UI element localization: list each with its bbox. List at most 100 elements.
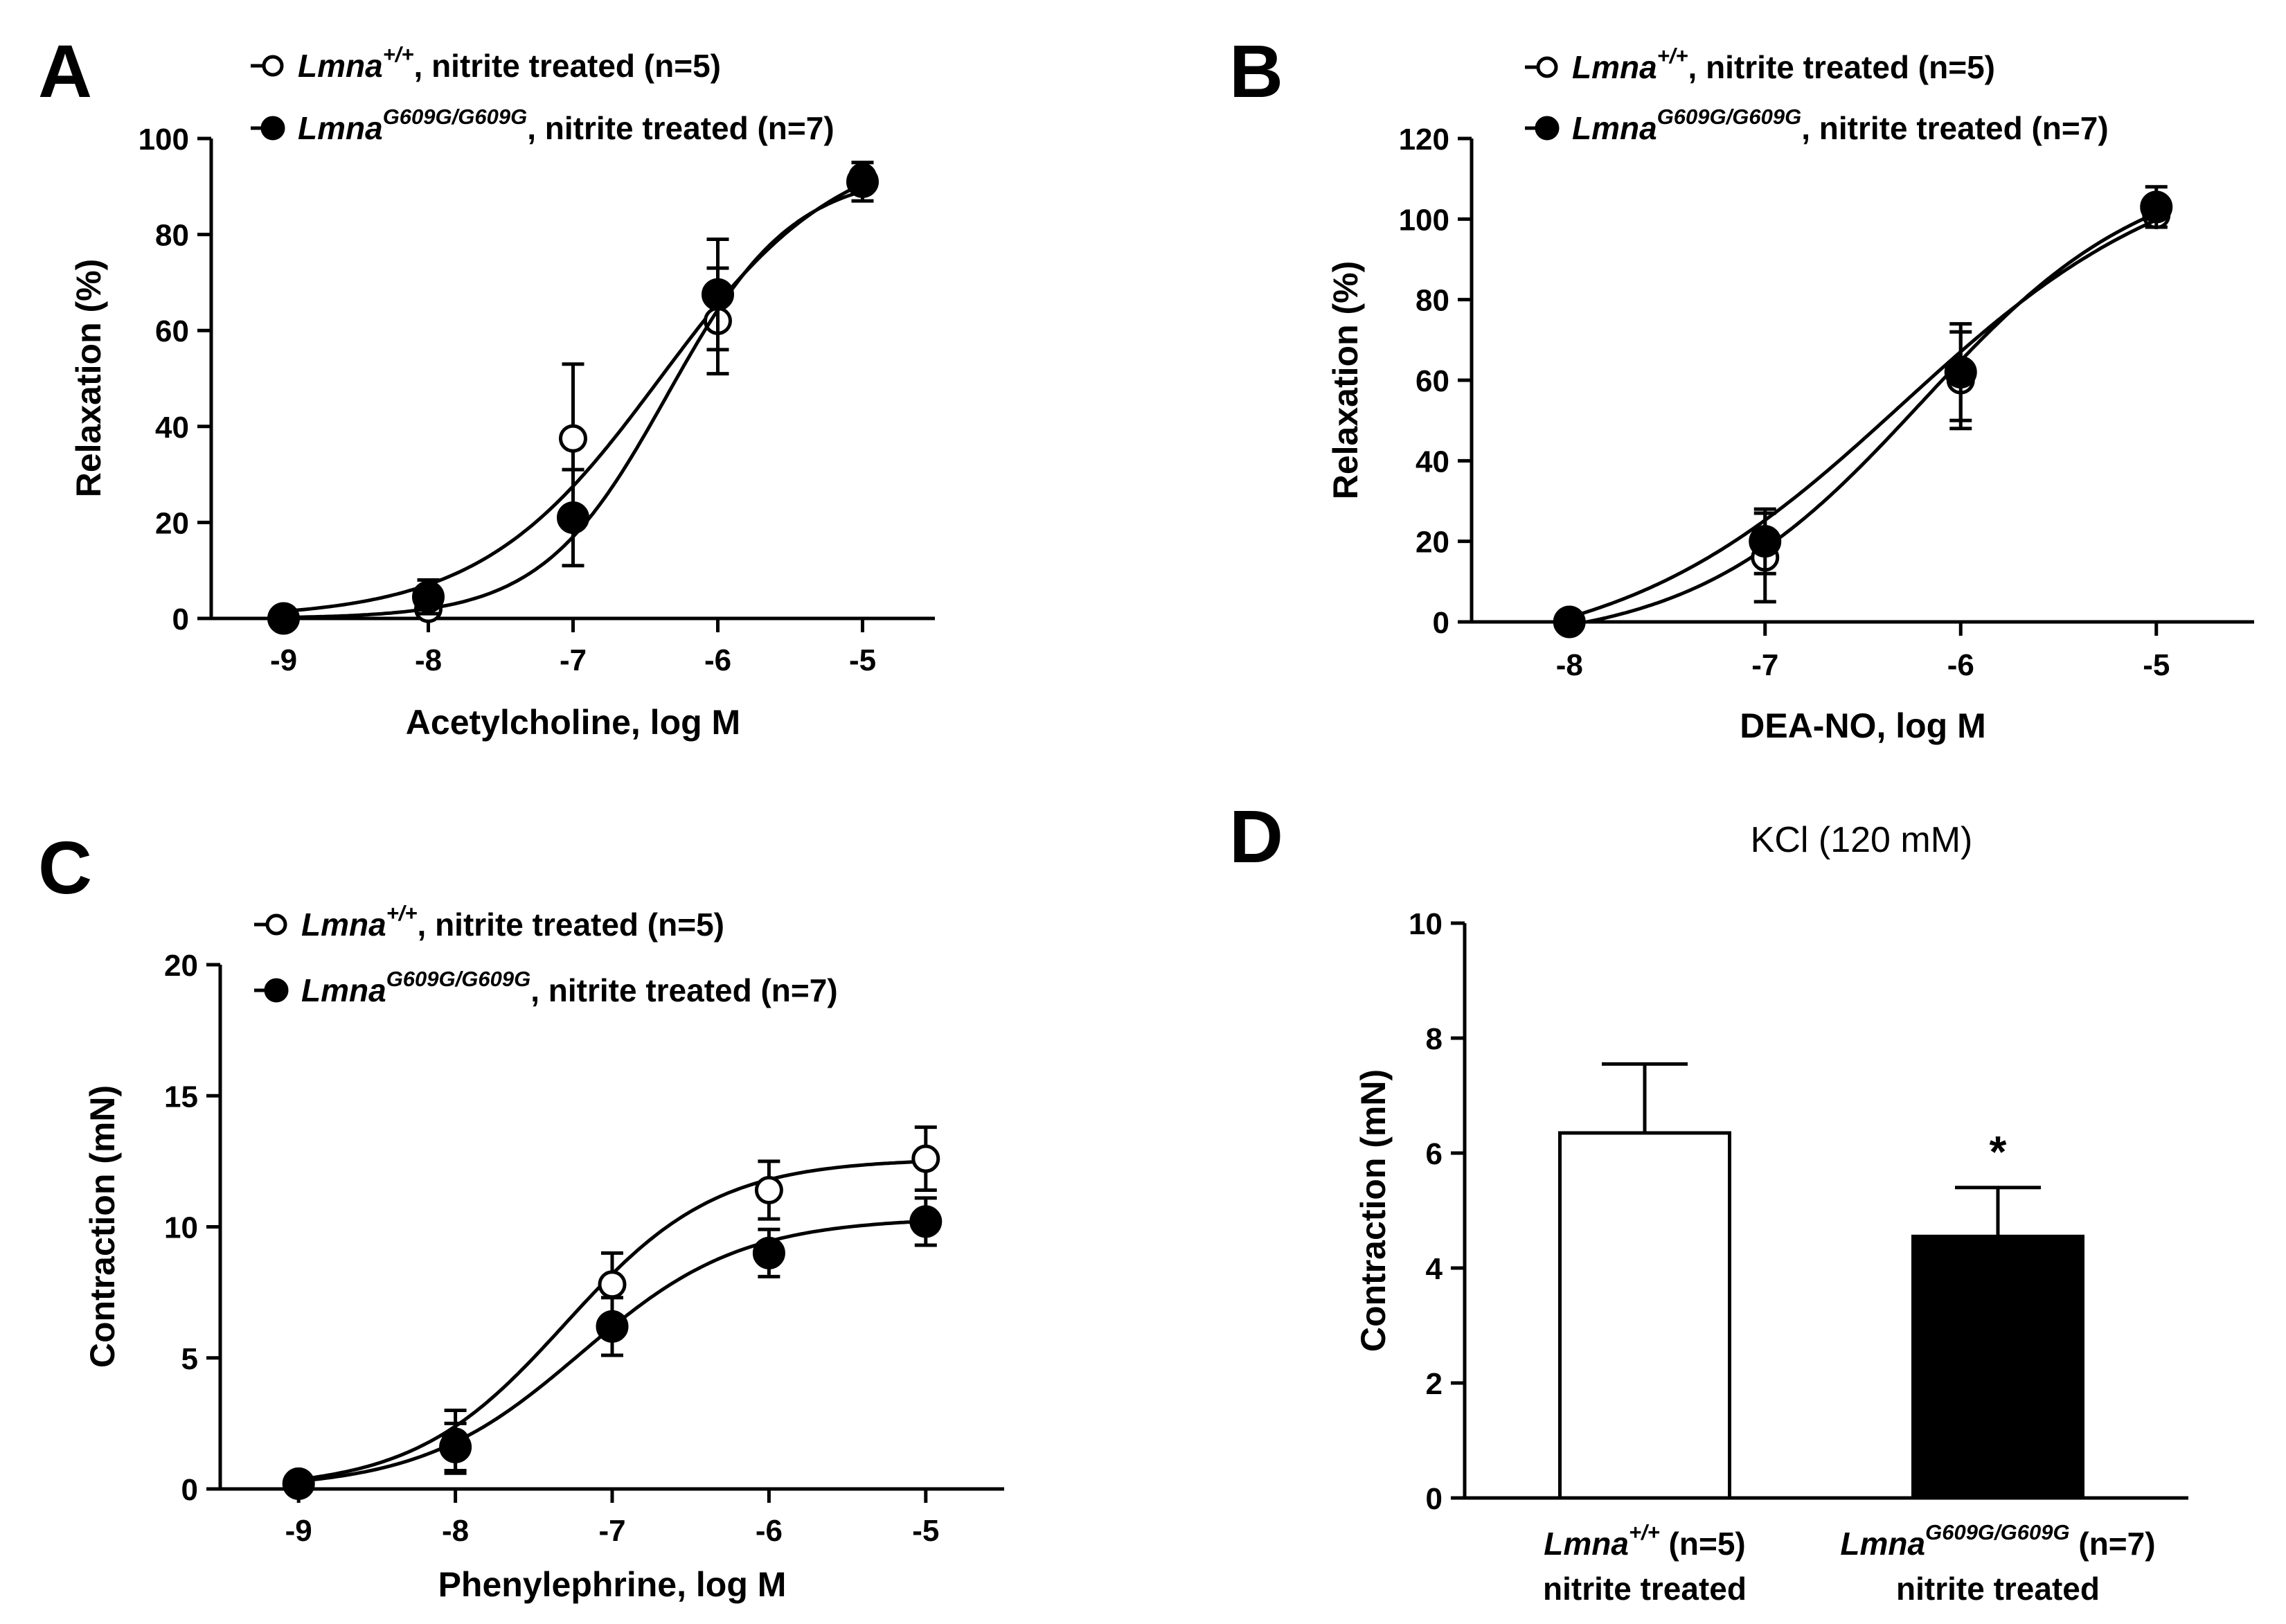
data-point: [846, 165, 879, 198]
y-tick-label: 20: [164, 949, 198, 983]
fit-curve: [1569, 211, 2157, 624]
x-tick-label: -8: [442, 1514, 469, 1548]
data-point: [412, 580, 445, 614]
y-tick-label: 15: [164, 1080, 198, 1114]
legend-genotype: G609G/G609G: [383, 105, 528, 129]
y-tick-label: 2: [1426, 1367, 1443, 1401]
panel-letter: D: [1229, 794, 1283, 878]
category-name: Lmna: [1544, 1526, 1629, 1562]
y-tick-label: 80: [1416, 284, 1449, 318]
x-tick-label: -9: [270, 643, 297, 677]
y-tick-label: 4: [1426, 1252, 1443, 1286]
y-tick-label: 120: [1399, 123, 1449, 157]
data-point: [439, 1430, 472, 1463]
category-label: Lmna+/+ (n=5): [1544, 1520, 1745, 1562]
y-axis-label: Contraction (mN): [1354, 1069, 1393, 1352]
category-n: (n=7): [2070, 1526, 2156, 1562]
legend-label: Lmna+/+, nitrite treated (n=5): [1572, 44, 1995, 85]
legend-name: Lmna: [298, 110, 383, 146]
x-tick-label: -6: [756, 1514, 783, 1548]
series-mutant: [1553, 185, 2173, 639]
data-point: [267, 602, 300, 635]
x-tick-label: -6: [1947, 648, 1974, 682]
data-point: [909, 1205, 943, 1238]
y-tick-label: 0: [172, 603, 189, 636]
legend-label: LmnaG609G/G609G, nitrite treated (n=7): [1572, 105, 2109, 146]
y-tick-label: 20: [155, 506, 189, 540]
y-axis-label: Contraction (mN): [83, 1085, 122, 1368]
y-tick-label: 40: [155, 411, 189, 445]
legend-name: Lmna: [1572, 49, 1657, 85]
y-tick-label: 0: [1433, 606, 1449, 640]
data-point: [1944, 355, 1977, 389]
bar: [1911, 1234, 2084, 1500]
x-tick-label: -6: [704, 643, 731, 677]
legend-label: LmnaG609G/G609G, nitrite treated (n=7): [301, 967, 838, 1008]
data-point: [282, 1467, 315, 1500]
legend-suffix: , nitrite treated (n=7): [527, 110, 834, 146]
y-tick-label: 40: [1416, 445, 1449, 479]
data-point: [1553, 605, 1586, 639]
panel-b: B 0 20 40 60 80 100 120 -8 -7 -6 -5 DEA-NO, log M Rel…: [1229, 29, 2254, 745]
series-mutant: [267, 161, 879, 635]
data-point: [596, 1310, 629, 1343]
series-wildtype: [1555, 201, 2171, 636]
data-point: [2140, 190, 2173, 224]
legend-marker: [265, 913, 287, 936]
y-tick-label: 10: [164, 1211, 198, 1245]
legend-genotype: +/+: [386, 901, 418, 925]
legend-marker: [260, 116, 285, 141]
y-tick-label: 0: [1426, 1482, 1443, 1516]
category-label: LmnaG609G/G609G (n=7): [1840, 1520, 2155, 1562]
panel-c: C 0 5 10 15 20 -9 -8 -7 -6 -5 Phenylephrine, log M C…: [38, 826, 1004, 1604]
legend-name: Lmna: [298, 48, 383, 84]
legend-suffix: , nitrite treated (n=5): [1688, 49, 1995, 85]
y-tick-label: 10: [1409, 907, 1443, 941]
x-tick-label: -7: [560, 643, 587, 677]
legend-name: Lmna: [1572, 110, 1657, 146]
panel-letter: B: [1229, 29, 1283, 113]
panel-letter: C: [38, 826, 92, 909]
y-tick-label: 60: [155, 314, 189, 348]
category-genotype: G609G/G609G: [1925, 1520, 2070, 1544]
legend-marker: [1535, 116, 1560, 141]
x-axis-label: DEA-NO, log M: [1740, 706, 1986, 745]
x-tick-label: -5: [849, 643, 876, 677]
chart-title: KCl (120 mM): [1751, 820, 1973, 860]
legend-name: Lmna: [301, 972, 386, 1008]
x-tick-label: -5: [2143, 648, 2170, 682]
legend-marker: [1536, 56, 1558, 78]
data-point: [754, 1176, 783, 1205]
legend-suffix: , nitrite treated (n=7): [1801, 110, 2108, 146]
legend-marker: [264, 978, 289, 1003]
panel-a: A 0 20 40 60 80 100 -9 -8 -7 -6 -5 Acetylcholine, lo…: [38, 29, 935, 742]
y-tick-label: 100: [139, 123, 189, 157]
legend-genotype: G609G/G609G: [386, 967, 531, 991]
x-tick-label: -9: [285, 1514, 312, 1548]
legend-suffix: , nitrite treated (n=7): [530, 972, 837, 1008]
data-point: [911, 1144, 940, 1173]
y-tick-label: 5: [181, 1342, 198, 1376]
category-name: Lmna: [1840, 1526, 1925, 1562]
x-axis-label: Phenylephrine, log M: [438, 1565, 787, 1604]
legend-name: Lmna: [301, 907, 386, 943]
x-tick-label: -7: [1751, 648, 1778, 682]
x-axis-label: Acetylcholine, log M: [406, 703, 740, 742]
data-point: [752, 1236, 785, 1269]
legend-suffix: , nitrite treated (n=5): [418, 907, 724, 943]
category-sublabel: nitrite treated: [1896, 1571, 2100, 1607]
panel-letter: A: [38, 29, 92, 113]
legend-genotype: +/+: [1657, 44, 1688, 68]
legend-suffix: , nitrite treated (n=5): [414, 48, 721, 84]
x-tick-label: -8: [415, 643, 442, 677]
x-tick-label: -7: [598, 1514, 625, 1548]
y-tick-label: 100: [1399, 203, 1449, 237]
y-tick-label: 60: [1416, 364, 1449, 398]
series-mutant: [282, 1196, 943, 1500]
significance-marker: *: [1990, 1127, 2007, 1177]
bar: [1558, 1131, 1731, 1500]
x-tick-label: -5: [912, 1514, 939, 1548]
y-axis-label: Relaxation (%): [69, 259, 108, 498]
data-point: [559, 424, 587, 453]
